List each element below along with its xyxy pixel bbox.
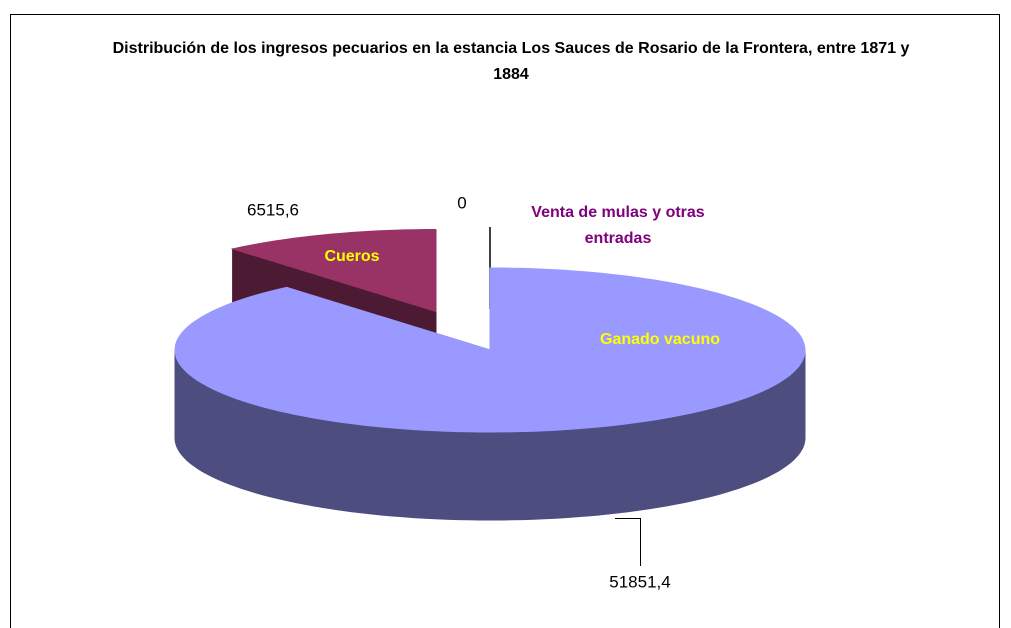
- category-label: Ganado vacuno: [599, 331, 721, 348]
- leader-line: [615, 518, 641, 566]
- value-label: 51851,4: [609, 572, 670, 591]
- slice: [230, 229, 437, 313]
- value-label: 0: [457, 193, 466, 212]
- category-label: Cueros: [324, 248, 380, 265]
- category-label: Venta de mulas y otras entradas: [531, 204, 705, 247]
- chart-title: Distribución de los ingresos pecuarios e…: [112, 40, 910, 83]
- value-label: 6515,6: [247, 200, 299, 219]
- chart-border: [10, 14, 1000, 628]
- slice: [174, 267, 806, 433]
